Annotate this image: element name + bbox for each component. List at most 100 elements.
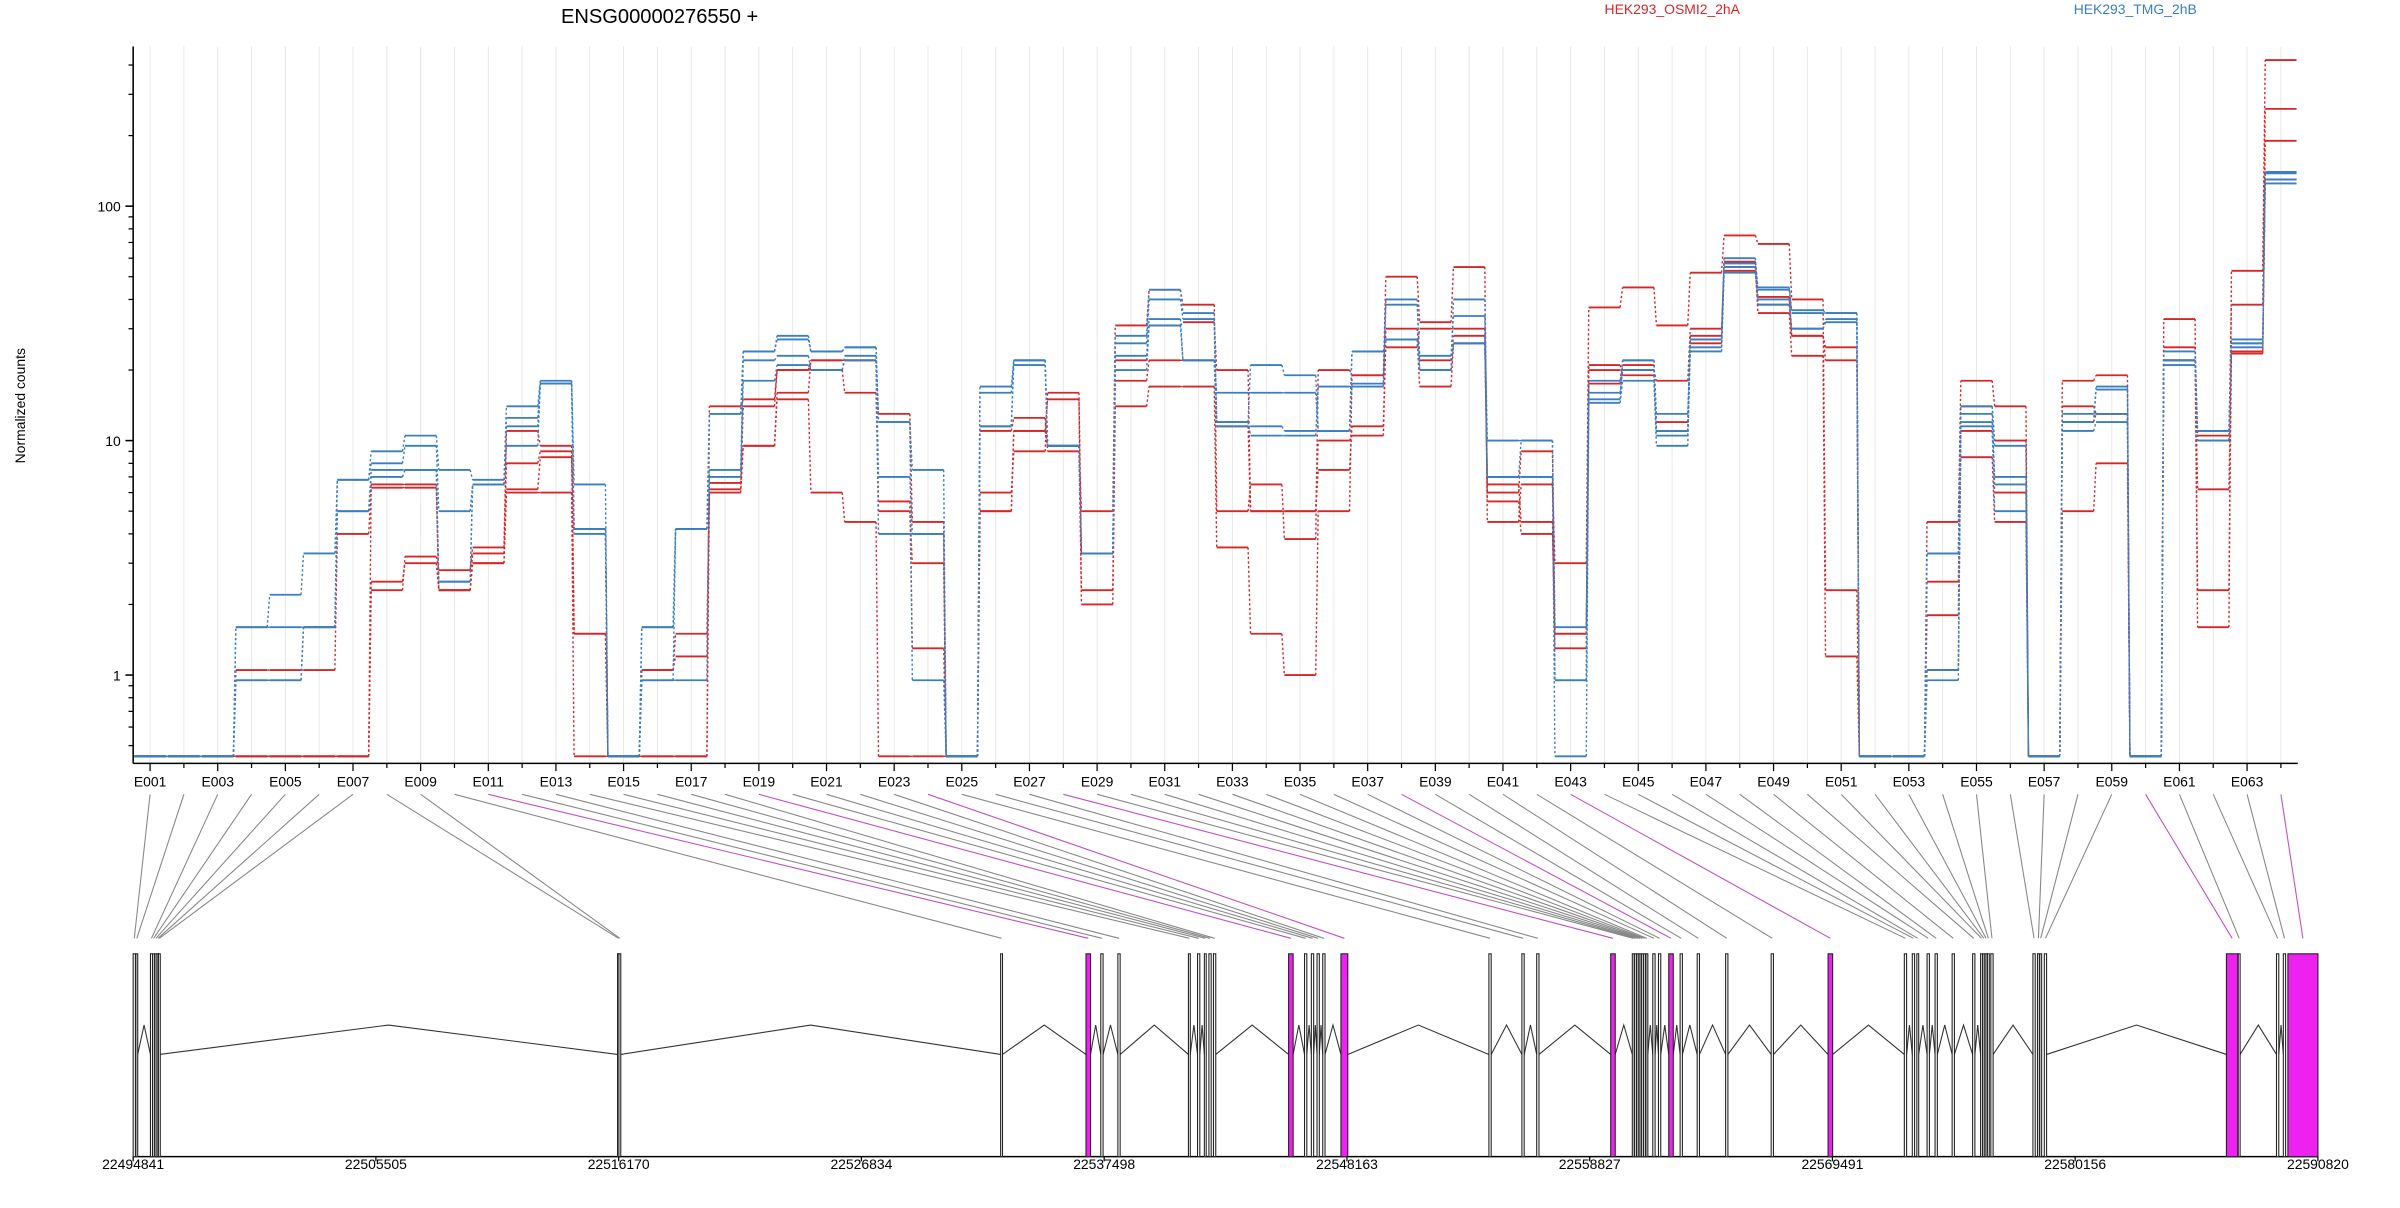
exon-box xyxy=(1100,953,1104,1158)
exon-connector xyxy=(826,793,1313,939)
exon-box xyxy=(132,953,136,1158)
series-riser xyxy=(1585,392,1590,681)
x-tick-label: E009 xyxy=(404,774,437,790)
series-riser xyxy=(401,445,406,464)
intron xyxy=(1313,1025,1318,1055)
exon-box xyxy=(1536,953,1540,1158)
intron xyxy=(1215,1024,1289,1055)
x-tick-label: E045 xyxy=(1622,774,1655,790)
series-riser xyxy=(2092,374,2097,382)
exon-connector xyxy=(1570,793,1831,939)
series-riser xyxy=(1315,469,1319,512)
exon-connector xyxy=(758,793,1292,939)
x-tick-label: E035 xyxy=(1284,774,1317,790)
series-riser xyxy=(976,386,981,757)
series-riser xyxy=(1247,421,1252,436)
exon-box xyxy=(2036,953,2040,1158)
series-riser xyxy=(300,627,305,681)
series-riser xyxy=(2092,421,2097,432)
series-riser xyxy=(604,484,609,757)
series-line-osmi-3 xyxy=(134,107,2297,758)
series-riser xyxy=(2059,413,2063,757)
exon-box xyxy=(1085,953,1092,1158)
intron xyxy=(620,1024,1001,1055)
series-riser xyxy=(1416,328,1421,361)
series-riser xyxy=(1348,351,1353,431)
series-riser xyxy=(1788,289,1793,314)
intron xyxy=(1523,1024,1538,1055)
series-riser xyxy=(1754,266,1759,305)
series-riser xyxy=(2025,476,2030,757)
intron xyxy=(1974,1024,1982,1055)
series-riser xyxy=(1145,386,1150,407)
exon-box xyxy=(2043,953,2048,1158)
series-riser xyxy=(401,563,406,582)
exon-connector xyxy=(1773,793,1954,939)
series-riser xyxy=(807,364,812,371)
intron xyxy=(1614,1023,1633,1055)
series-riser xyxy=(367,451,372,480)
exon-box xyxy=(1187,953,1191,1158)
x-tick-label: E029 xyxy=(1081,774,1114,790)
series-riser xyxy=(1619,369,1624,393)
series-riser xyxy=(334,511,339,628)
x-tick-label: E053 xyxy=(1893,774,1926,790)
coordinate-label: 22516170 xyxy=(588,1156,650,1172)
gene-model: 22494841 22505505 22516170 22526834 22537498… xyxy=(102,953,2349,1172)
intron xyxy=(1918,1024,1928,1055)
exon-box xyxy=(1990,953,1994,1158)
series-riser xyxy=(1179,325,1184,361)
x-tick-label: E059 xyxy=(2096,774,2129,790)
x-tick-label: E043 xyxy=(1554,774,1587,790)
series-riser xyxy=(1822,335,1827,348)
series-riser xyxy=(1653,369,1658,436)
intron xyxy=(1992,1024,2034,1055)
exon-box xyxy=(1634,953,1637,1158)
series-riser xyxy=(909,476,914,534)
series-riser xyxy=(570,380,575,485)
x-tick-label: E023 xyxy=(878,774,911,790)
exon-box xyxy=(2039,953,2043,1158)
series-riser xyxy=(1078,392,1083,554)
series-riser xyxy=(1517,484,1522,522)
series-riser xyxy=(1247,370,1252,512)
exon-connector xyxy=(2212,794,2279,939)
intron xyxy=(2278,1024,2284,1055)
exon-box xyxy=(1640,953,1644,1158)
series-riser xyxy=(367,469,372,512)
series-riser xyxy=(1957,426,1962,681)
series-riser xyxy=(1923,680,1928,757)
intron xyxy=(2046,1024,2227,1055)
intron xyxy=(1698,1023,1727,1055)
exon-connector xyxy=(454,793,1002,939)
exon-connectors xyxy=(133,793,2304,939)
exon-connector xyxy=(1164,793,1638,939)
exon-box xyxy=(152,953,156,1158)
exon-connector xyxy=(1232,793,1643,939)
series-riser xyxy=(1720,235,1725,273)
series-riser xyxy=(841,369,846,393)
series-riser xyxy=(1213,360,1218,427)
series-riser xyxy=(1788,296,1793,336)
x-tick-label: E063 xyxy=(2231,774,2264,790)
coordinate-label: 22548163 xyxy=(1316,1156,1378,1172)
series-riser xyxy=(2194,360,2199,441)
x-tick-label: E061 xyxy=(2163,774,2196,790)
exon-connector xyxy=(1029,793,1538,939)
series-riser xyxy=(942,680,947,757)
series-riser xyxy=(1517,440,1522,477)
exon-connector xyxy=(1063,793,1614,939)
series-riser xyxy=(1957,380,1962,522)
series-riser xyxy=(367,484,372,757)
x-tick-label: E013 xyxy=(540,774,573,790)
exon-connector xyxy=(2009,794,2035,939)
exon-connector xyxy=(1198,793,1641,939)
exon-box xyxy=(1636,953,1640,1158)
intron xyxy=(2239,1024,2277,1055)
series-riser xyxy=(773,399,778,446)
exon-box xyxy=(1903,953,1908,1158)
exon-connector xyxy=(1908,794,1987,939)
exon-connector xyxy=(1367,793,1660,939)
series-riser xyxy=(638,627,643,757)
coordinate-label: 22590820 xyxy=(2287,1156,2349,1172)
